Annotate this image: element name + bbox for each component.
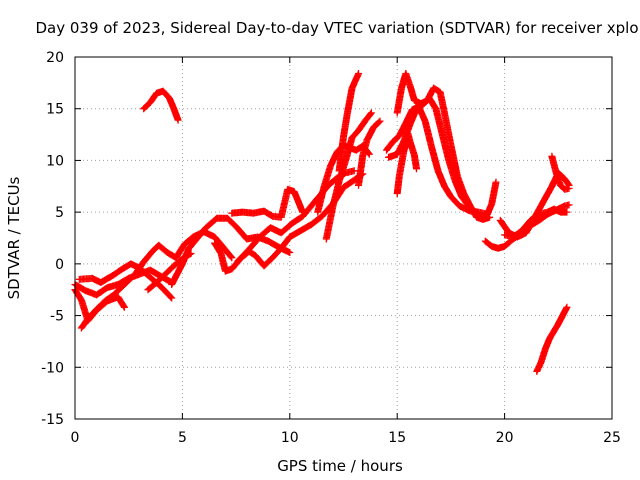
x-tick-label: 5 [178, 430, 187, 446]
y-tick-label: 5 [55, 205, 64, 221]
plus-markers [393, 130, 420, 197]
x-tick-label: 0 [71, 430, 80, 446]
plus-markers [228, 185, 307, 221]
plus-markers [140, 87, 182, 124]
x-tick-label: 10 [281, 430, 299, 446]
series-arc-12 [335, 70, 362, 175]
x-axis-label: GPS time / hours [277, 457, 403, 475]
x-tick-label: 15 [388, 430, 406, 446]
x-tick-label: 20 [496, 430, 514, 446]
plus-markers [322, 109, 375, 243]
series-arc-18 [393, 70, 494, 223]
series-arc-21 [496, 169, 573, 241]
y-axis-label: SDTVAR / TECUs [5, 176, 23, 299]
plot-frame [74, 56, 613, 420]
series-arc-22 [548, 152, 573, 193]
plus-markers [533, 303, 571, 375]
y-tick-label: -10 [41, 360, 64, 376]
y-tick-label: 10 [46, 153, 64, 169]
series-arc-17 [393, 130, 420, 197]
plus-markers [355, 117, 384, 189]
axis-ticks: 0 5 10 15 20 25 -15 -10 -5 0 5 10 15 20 [41, 50, 621, 446]
series-arc-23 [533, 303, 571, 375]
plus-markers [496, 169, 573, 241]
y-tick-label: -5 [50, 309, 64, 325]
series-arc-9 [228, 185, 307, 221]
plus-markers [548, 152, 573, 193]
data-series [71, 70, 573, 375]
y-tick-label: -15 [41, 412, 64, 428]
series-arc-6 [140, 87, 182, 124]
plus-markers [335, 70, 362, 175]
plus-markers [393, 70, 494, 223]
series-arc-14 [355, 117, 384, 189]
grid-lines [75, 57, 612, 419]
plus-markers [168, 214, 294, 288]
y-tick-label: 20 [46, 50, 64, 66]
series-arc-13 [322, 109, 375, 243]
x-tick-label: 25 [603, 430, 621, 446]
y-tick-label: 0 [55, 257, 64, 273]
y-tick-label: 15 [46, 102, 64, 118]
series-arc-7 [168, 214, 294, 288]
chart-title: Day 039 of 2023, Sidereal Day-to-day VTE… [35, 19, 638, 37]
